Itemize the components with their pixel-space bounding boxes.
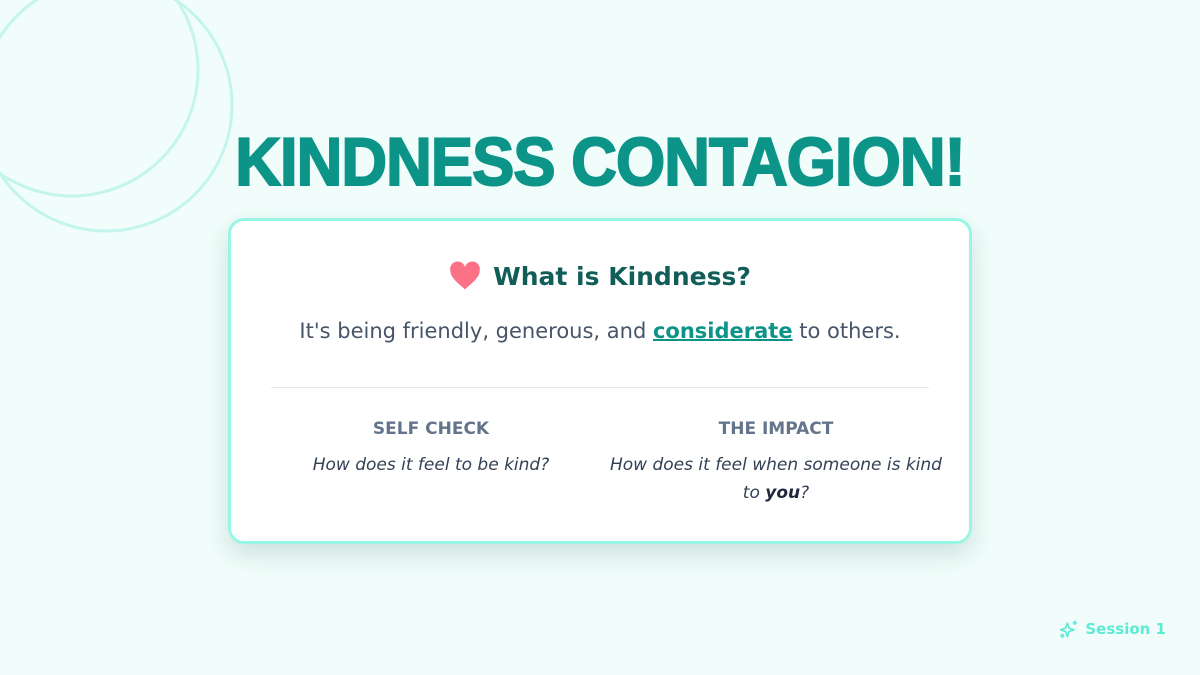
self-check-label: SELF CHECK	[372, 419, 490, 439]
considerate-link[interactable]: considerate	[652, 319, 793, 343]
session-badge: Session 1	[1059, 619, 1166, 639]
session-label: Session 1	[1085, 620, 1166, 638]
sparkles-icon	[1060, 620, 1078, 638]
impact-question-part: ?	[800, 483, 810, 503]
self-check-column: SELF CHECK How does it feel to be kind?	[261, 419, 601, 479]
definition-part: to others.	[792, 319, 901, 343]
card-heading: What is Kindness?	[231, 261, 969, 291]
heart-icon	[450, 261, 480, 290]
self-check-question: How does it feel to be kind?	[312, 455, 550, 475]
card-heading-text: What is Kindness?	[493, 261, 751, 291]
impact-question-emphasis: you	[765, 483, 801, 503]
decorative-circles	[0, 0, 234, 233]
definition-text: It's being friendly, generous, and consi…	[231, 319, 969, 343]
impact-label: THE IMPACT	[718, 419, 834, 439]
definition-part: It's being friendly, generous, and	[299, 319, 653, 343]
divider	[271, 387, 929, 388]
impact-question-part: How does it feel when someone is kind to	[610, 455, 942, 503]
kindness-card: What is Kindness? It's being friendly, g…	[228, 218, 972, 544]
page-title: KINDNESS CONTAGION!	[234, 124, 966, 200]
impact-question: How does it feel when someone is kind to…	[606, 451, 946, 507]
impact-column: THE IMPACT How does it feel when someone…	[606, 419, 946, 507]
